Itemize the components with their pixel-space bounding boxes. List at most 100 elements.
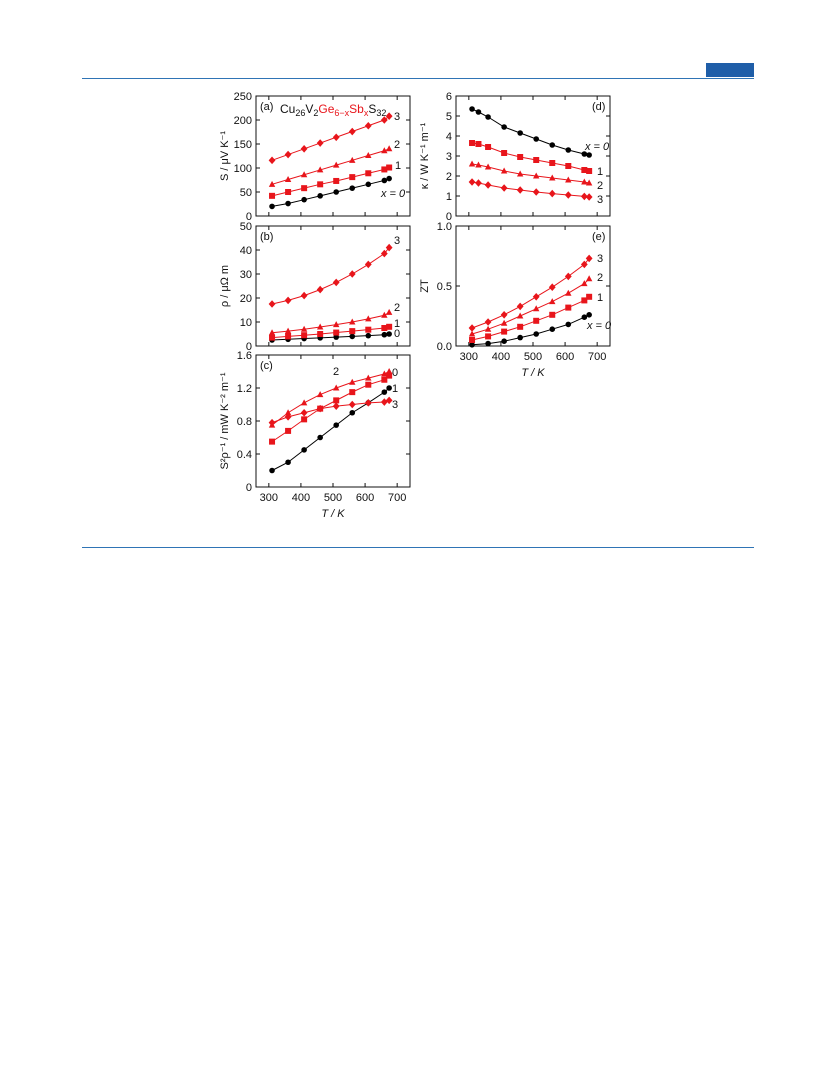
panel-e-xtick-label: 400: [492, 351, 510, 363]
panel-b-point: [348, 270, 356, 278]
panel-a-ytick-label: 50: [240, 187, 252, 199]
panel-d-ylabel: κ / W K⁻¹ m⁻¹: [419, 122, 431, 189]
panel-a-series-label: 2: [394, 139, 400, 151]
panel-e-point: [500, 311, 508, 319]
panel-e-xtick-label: 600: [556, 351, 574, 363]
panel-d-point: [548, 189, 556, 198]
panel-c-ytick-label: 0.4: [237, 449, 252, 461]
panel-e-point: [517, 334, 523, 341]
panel-d-point: [581, 167, 588, 173]
panel-b-ytick-label: 50: [240, 221, 252, 233]
panel-d-point: [484, 181, 492, 189]
panel-d-point: [468, 178, 476, 186]
panel-b-point: [284, 327, 292, 334]
panel-e-point: [484, 325, 492, 332]
panel-c-point: [386, 372, 393, 379]
panel-d-point: [468, 160, 476, 167]
panel-c-point: [317, 434, 323, 441]
panel-c-ytick-label: 1.2: [237, 383, 252, 395]
panel-d-point: [533, 157, 540, 163]
panel-c-point: [300, 408, 308, 417]
panel-a-point: [348, 127, 356, 136]
panel-b-ytick-label: 10: [240, 317, 252, 329]
panel-e-point: [580, 260, 588, 269]
panel-e-point: [565, 304, 572, 311]
panel-c-point: [381, 370, 388, 377]
panel-a-point: [301, 196, 307, 203]
panel-b-series-label: 2: [394, 302, 400, 314]
header-tab: [706, 63, 754, 77]
panel-b-point: [385, 308, 393, 315]
panel-e-point: [585, 254, 593, 263]
panel-c-ylabel: S²ρ⁻¹ / mW K⁻² m⁻¹: [219, 372, 231, 469]
panel-c-point: [381, 389, 388, 395]
panel-d-point: [581, 178, 588, 185]
panel-d-series-label: 3: [597, 194, 603, 206]
panel-d-series-line: [471, 108, 590, 156]
panel-e-ytick-label: 1.0: [437, 221, 452, 233]
panel-e-point: [500, 319, 508, 326]
panel-e-point: [533, 317, 540, 324]
panel-d-ytick-label: 6: [446, 91, 452, 103]
panel-b-point: [349, 333, 356, 340]
panel-b-point: [349, 328, 356, 335]
panel-c-series-label: 1: [392, 383, 398, 395]
panel-d-ytick-label: 1: [446, 191, 452, 203]
panel-e-point: [501, 338, 507, 345]
panel-c-series-label: 3: [392, 399, 398, 411]
panel-a-point: [285, 189, 292, 195]
panel-d-point: [581, 151, 588, 157]
panel-e-point: [485, 333, 492, 340]
panel-d-point: [469, 140, 476, 146]
panel-a-point: [301, 185, 308, 192]
panel-b-point: [365, 326, 372, 333]
panel-a-point: [268, 156, 276, 165]
panel-e-ylabel: ZT: [419, 279, 431, 293]
panel-e-point: [565, 321, 572, 328]
panel-c-point: [385, 368, 393, 374]
panel-d-point: [585, 193, 593, 201]
panel-b-point: [365, 332, 372, 339]
panel-a-point: [364, 121, 372, 130]
panel-e-point: [469, 342, 475, 348]
panel-d-point: [549, 160, 556, 166]
panel-b-point: [364, 260, 372, 269]
panel-a-point: [269, 192, 276, 199]
panel-c-point: [268, 418, 276, 427]
panel-c-xtick-label: 400: [292, 492, 310, 504]
panel-a-ytick-label: 100: [234, 163, 252, 175]
panel-d-series-line: [471, 142, 590, 172]
panel-e-point: [565, 289, 572, 296]
panel-e-xlabel: T / K: [521, 367, 545, 379]
panel-e-point: [468, 330, 476, 337]
panel-d-series-line: [471, 163, 590, 184]
panel-e-point: [501, 328, 508, 335]
panel-e-point: [549, 311, 556, 318]
panel-b-series-label: 1: [394, 318, 400, 330]
panel-e-point: [516, 312, 524, 319]
panel-b-ytick-label: 30: [240, 269, 252, 281]
panel-a-letter: (a): [260, 101, 273, 113]
panel-c-xtick-label: 600: [356, 492, 374, 504]
panel-d-point: [533, 172, 540, 179]
panel-d-point: [517, 130, 523, 136]
panel-b-point: [268, 329, 276, 336]
panel-e-series-label: 2: [597, 272, 603, 284]
panel-a-point: [269, 203, 275, 210]
panel-d-point: [533, 136, 540, 142]
panel-c-point: [365, 374, 372, 381]
panel-d-point: [516, 186, 524, 194]
panel-d-point: [565, 176, 572, 183]
panel-c-point: [385, 396, 393, 405]
panel-b-point: [285, 333, 292, 340]
panel-b-point: [316, 285, 324, 294]
panel-b-point: [316, 323, 324, 330]
panel-c-point: [301, 416, 308, 423]
panel-c-point: [348, 400, 356, 409]
panel-b-point: [385, 243, 393, 252]
panel-d-letter: (d): [592, 101, 605, 113]
panel-b-point: [333, 321, 340, 328]
panel-e-point: [468, 324, 476, 332]
panel-c-point: [381, 376, 388, 383]
panel-a-point: [381, 147, 388, 154]
